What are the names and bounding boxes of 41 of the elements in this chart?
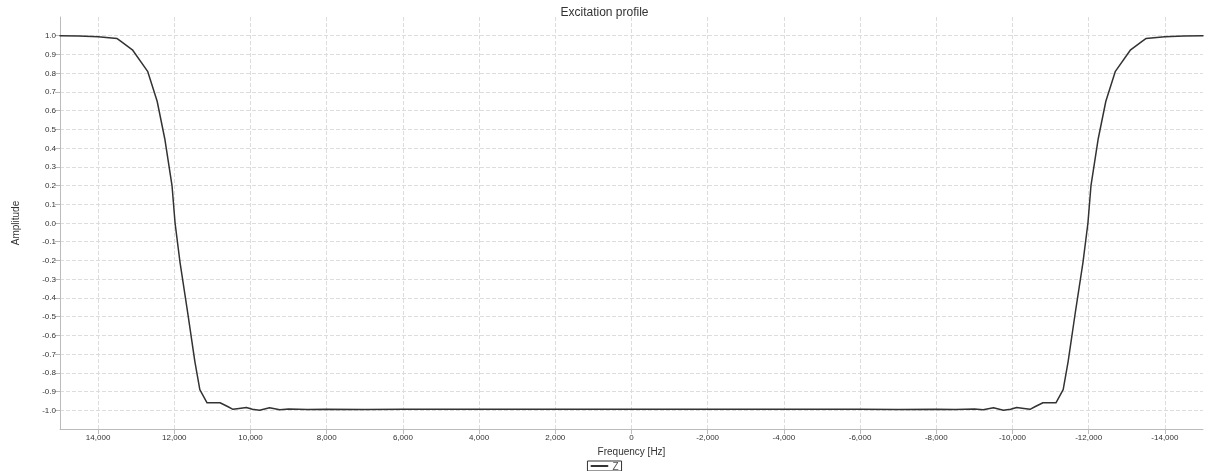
y-tick-label: -0.8 <box>42 368 57 378</box>
x-tick-label: -12,000 <box>1075 432 1103 442</box>
x-tick-label: 12,000 <box>162 432 188 442</box>
x-tick-label: 2,000 <box>545 432 566 442</box>
y-tick-label: 0.1 <box>44 199 57 209</box>
x-tick-label: -14,000 <box>1151 432 1180 442</box>
x-tick-label: -10,000 <box>998 432 1027 442</box>
y-tick-label: 0.9 <box>44 49 57 59</box>
y-tick-label: 0.5 <box>44 124 57 134</box>
y-tick-label: 0.4 <box>44 143 57 153</box>
legend-label: Z <box>612 460 619 471</box>
x-tick-label: -6,000 <box>848 432 872 442</box>
x-tick-label: 14,000 <box>85 432 111 442</box>
x-tick-label: -2,000 <box>696 432 720 442</box>
y-tick-label: -0.9 <box>42 387 57 397</box>
chart-title: Excitation profile <box>560 5 649 19</box>
y-tick-label: -0.6 <box>42 330 57 340</box>
y-tick-label: -0.7 <box>42 349 57 359</box>
x-tick-label: 0 <box>629 432 635 442</box>
y-tick-label: -0.5 <box>42 312 57 322</box>
y-tick-label: -1.0 <box>42 405 57 415</box>
x-axis-title: Frequency [Hz] <box>597 445 666 457</box>
y-axis-title: Amplitude <box>9 200 21 246</box>
x-tick-label: 10,000 <box>238 432 264 442</box>
y-tick-label: 0.3 <box>44 162 57 172</box>
x-tick-label: 8,000 <box>316 432 338 442</box>
y-tick-label: 1.0 <box>44 31 57 41</box>
y-tick-label: -0.3 <box>42 274 57 284</box>
y-tick-label: -0.4 <box>42 293 57 303</box>
y-tick-label: 0.6 <box>44 106 57 116</box>
y-tick-label: 0.2 <box>44 181 57 191</box>
line-series <box>59 34 1204 412</box>
y-tick-label: 0.0 <box>44 218 57 228</box>
y-tick-label: 0.8 <box>44 68 57 78</box>
x-tick-label: -4,000 <box>772 432 796 442</box>
x-tick-label: 6,000 <box>392 432 414 442</box>
x-tick-label: -8,000 <box>924 432 949 442</box>
y-tick-label: -0.1 <box>42 237 57 247</box>
x-tick-label: 4,000 <box>469 432 490 442</box>
y-tick-label: 0.7 <box>44 87 57 97</box>
y-tick-label: -0.2 <box>42 255 57 265</box>
